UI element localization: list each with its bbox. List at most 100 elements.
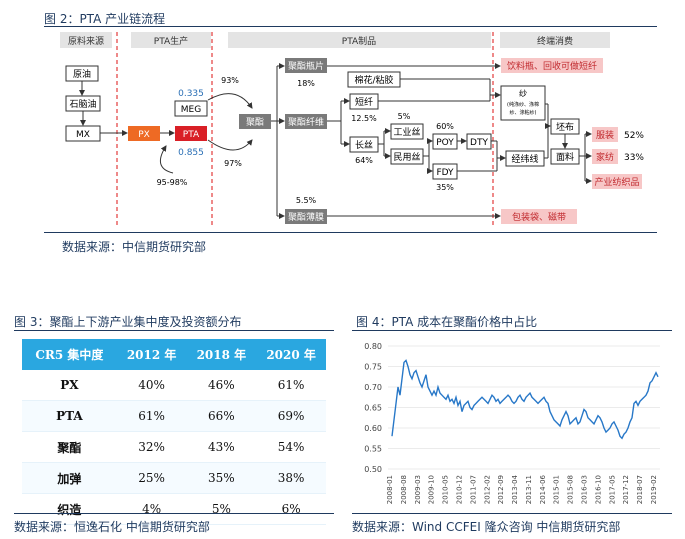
node-yarn-label: 纱: [519, 89, 527, 98]
x-tick-label: 2008-01: [386, 475, 394, 504]
table-row: PX 40% 46% 61%: [22, 370, 326, 401]
table-cell: 5%: [186, 493, 257, 525]
node-meg-label: MEG: [181, 105, 201, 115]
node-home-textile-label: 家纺: [596, 151, 614, 163]
node-bottle-use: [501, 58, 603, 73]
table-cell: 66%: [186, 400, 257, 432]
x-tick-label: 2015-01: [553, 475, 561, 504]
series-line: [391, 359, 659, 440]
fig2-bottom-rule: [44, 232, 657, 233]
y-tick-label: 0.65: [364, 404, 382, 413]
section-header-terminal: [500, 32, 610, 48]
fig4-source: 数据来源：Wind CCFEI 隆众咨询 中信期货研究部: [352, 520, 621, 534]
row-name: 聚酯: [22, 431, 117, 463]
node-industrial-yarn: [390, 123, 424, 140]
fig4-bottom-rule: [352, 513, 672, 514]
node-px-label: PX: [138, 130, 150, 140]
header-cr5: CR5 集中度: [22, 339, 117, 370]
fig3-top-rule: [14, 330, 334, 331]
film-pct: 5.5%: [296, 196, 317, 205]
table-row: 聚酯 32% 43% 54%: [22, 431, 326, 463]
node-polyester: [239, 114, 271, 129]
fdy-pct: 35%: [436, 183, 454, 192]
x-tick-label: 2018-07: [636, 475, 644, 504]
home-pct: 33%: [624, 153, 644, 163]
from-polyester-pct: 97%: [224, 159, 242, 168]
section-raw-label: 原料来源: [68, 35, 104, 47]
node-dty-label: DTY: [470, 138, 488, 148]
node-yarn: [500, 85, 546, 121]
node-yarn-detail-2: 纱、涤粘纱): [510, 109, 537, 116]
fig3-title: 图 3：聚酯上下游产业集中度及投资额分布: [14, 315, 242, 329]
node-film: [285, 209, 327, 224]
header-2018: 2018 年: [186, 339, 257, 370]
node-staple-label: 短纤: [355, 96, 373, 108]
table-row: 加弹 25% 35% 38%: [22, 462, 326, 494]
node-industrial-yarn-label: 工业丝: [393, 126, 420, 138]
node-bottle-use-label: 饮料瓶、回收可做短纤: [507, 60, 597, 72]
node-civil-yarn-label: 民用丝: [393, 151, 420, 163]
node-bottle-chip-label: 聚酯瓶片: [288, 60, 324, 72]
row-name: PX: [22, 370, 117, 401]
industrial-pct: 5%: [398, 112, 411, 121]
table-cell: 25%: [116, 462, 187, 494]
node-fabric-label: 面料: [556, 151, 574, 163]
node-film-use-label: 包装袋、磁带: [512, 211, 566, 223]
node-fdy-label: FDY: [436, 168, 454, 178]
node-polyester-label: 聚酯: [246, 117, 264, 128]
y-tick-label: 0.75: [364, 363, 382, 372]
fig4-title: 图 4：PTA 成本在聚酯价格中占比: [356, 315, 538, 329]
section-header-raw: [60, 32, 112, 48]
arrow-pta-polyester: [207, 139, 253, 151]
table-cell: 46%: [186, 370, 257, 401]
table-cell: 54%: [256, 431, 326, 463]
x-tick-label: 2008-08: [400, 475, 408, 504]
cr5-table: CR5 集中度 2012 年 2018 年 2020 年 PX 40% 46% …: [22, 339, 326, 525]
arrow-px-yield: [159, 145, 174, 174]
node-grey-cloth-label: 坯布: [556, 121, 574, 133]
node-meg: [174, 100, 208, 117]
section-pta-products-label: PTA制品: [342, 35, 376, 47]
bottle-pct: 18%: [297, 79, 315, 88]
y-tick-label: 0.80: [364, 342, 382, 351]
section-header-pta-products: [228, 32, 491, 48]
x-tick-label: 2010-12: [455, 475, 463, 504]
node-poy-label: POY: [436, 138, 454, 148]
fig3-source: 数据来源：恒逸石化 中信期货研究部: [14, 520, 210, 534]
filament-pct: 64%: [355, 156, 373, 165]
y-tick-label: 0.55: [364, 445, 382, 454]
table-cell: 35%: [186, 462, 257, 494]
pta-cost-chart: 0.50 0.55 0.60 0.65 0.70 0.75 0.80 2008-01 2008…: [364, 342, 660, 504]
fig3-bottom-rule: [14, 513, 334, 514]
cr5-table-wrapper: CR5 集中度 2012 年 2018 年 2020 年 PX 40% 46% …: [22, 339, 326, 525]
table-cell: 40%: [116, 370, 187, 401]
table-cell: 38%: [256, 462, 326, 494]
pta-flow-diagram: 原料来源 PTA生产 PTA制品 终端消费 原油 石脑油 MX PX PTA M…: [60, 32, 644, 226]
x-tick-label: 2016-10: [594, 475, 602, 504]
x-tick-label: 2019-02: [650, 475, 658, 504]
table-cell: 61%: [256, 370, 326, 401]
y-tick-label: 0.50: [364, 465, 382, 474]
node-apparel: [592, 127, 618, 142]
table-cell: 6%: [256, 493, 326, 525]
x-tick-label: 2013-11: [525, 475, 533, 504]
node-film-use: [501, 209, 577, 224]
x-tick-label: 2012-09: [497, 475, 505, 504]
x-tick-label: 2013-04: [511, 474, 519, 504]
node-px: [128, 126, 160, 141]
node-industrial-textile-label: 产业纺织品: [594, 176, 639, 188]
poy-pct: 60%: [436, 122, 454, 131]
x-tick-label: 2011-07: [469, 475, 477, 504]
node-crude-label: 原油: [73, 68, 91, 80]
fig2-top-rule: [44, 26, 657, 27]
x-tick-label: 2009-10: [428, 475, 436, 504]
node-film-label: 聚酯薄膜: [288, 211, 324, 223]
fig4-top-rule: [352, 330, 672, 331]
staple-pct: 12.5%: [351, 114, 377, 123]
node-pta-label: PTA: [183, 130, 200, 140]
x-tick-label: 2017-05: [608, 475, 616, 504]
table-cell: 69%: [256, 400, 326, 432]
node-filament-label: 长丝: [355, 139, 373, 151]
x-tick-label: 2010-05: [442, 475, 450, 504]
fig2-title: 图 2：PTA 产业链流程: [44, 12, 166, 26]
